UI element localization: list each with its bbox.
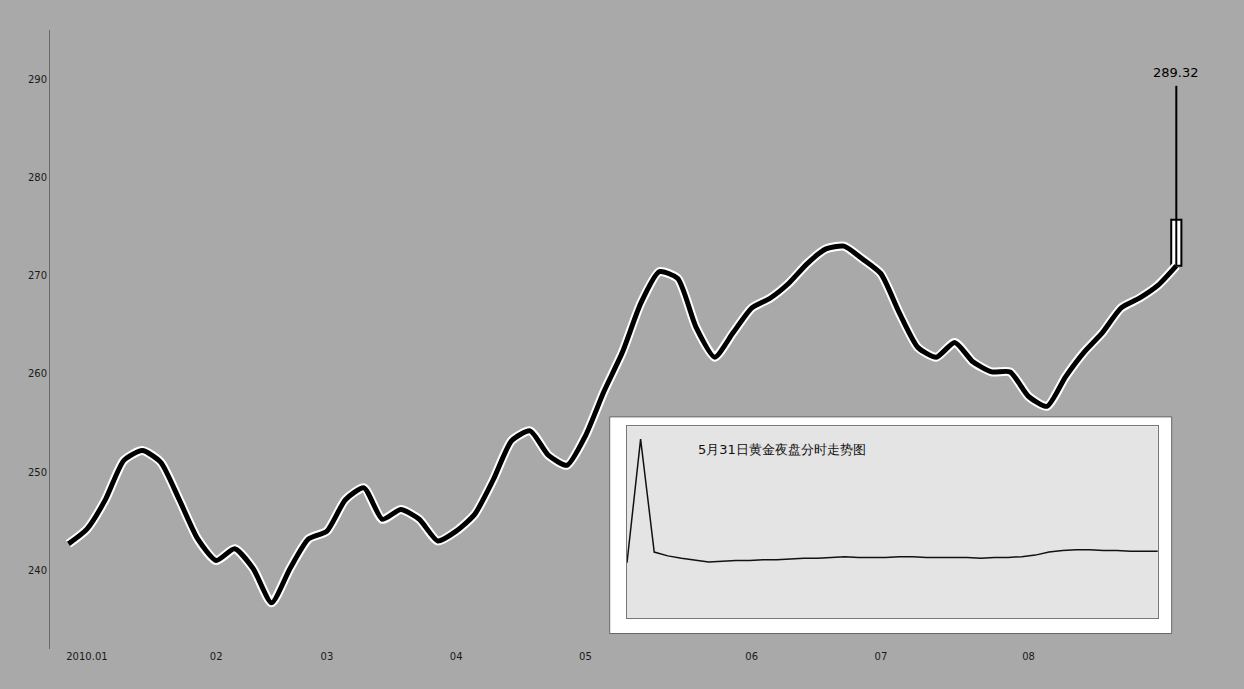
- svg-text:04: 04: [450, 651, 463, 662]
- svg-text:02: 02: [210, 651, 223, 662]
- svg-text:5月31日黄金夜盘分时走势图: 5月31日黄金夜盘分时走势图: [698, 442, 866, 457]
- svg-text:250: 250: [28, 467, 47, 478]
- svg-text:06: 06: [745, 651, 758, 662]
- svg-text:05: 05: [579, 651, 592, 662]
- svg-text:260: 260: [28, 368, 47, 379]
- svg-text:240: 240: [28, 565, 47, 576]
- svg-text:290: 290: [28, 74, 47, 85]
- svg-text:2010.01: 2010.01: [66, 651, 107, 662]
- svg-text:03: 03: [321, 651, 334, 662]
- svg-text:270: 270: [28, 270, 47, 281]
- svg-text:280: 280: [28, 172, 47, 183]
- svg-text:08: 08: [1022, 651, 1035, 662]
- svg-text:07: 07: [875, 651, 888, 662]
- svg-text:289.32: 289.32: [1153, 65, 1199, 80]
